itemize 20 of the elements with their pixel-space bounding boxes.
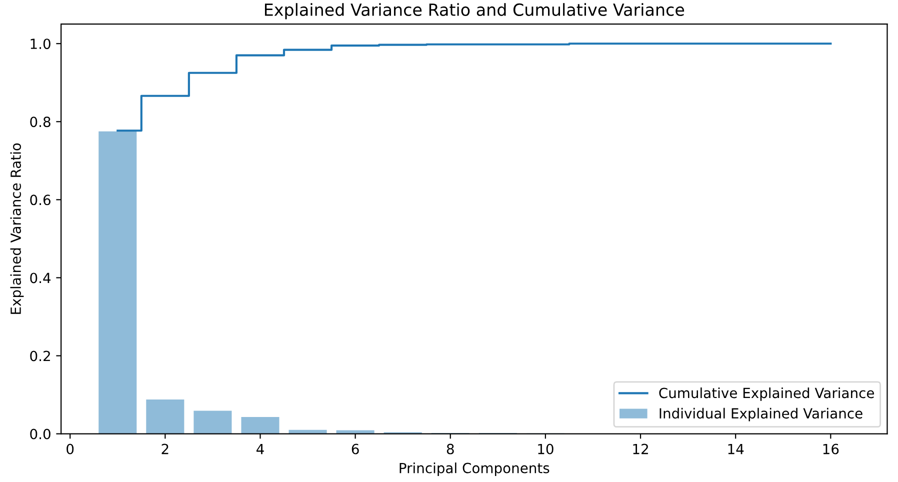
x-tick-label: 2: [162, 444, 168, 454]
legend-label: Cumulative Explained Variance: [659, 387, 874, 401]
y-axis-title: Explained Variance Ratio: [10, 143, 24, 314]
y-tick-label: 0.0: [30, 428, 50, 440]
y-tick-label: 0.8: [30, 116, 50, 128]
x-tick-label: 12: [633, 444, 648, 454]
y-tick-label: 0.2: [30, 350, 50, 362]
x-tick-label: 14: [728, 444, 744, 454]
x-tick-label: 16: [823, 444, 839, 454]
x-tick-label: 10: [538, 444, 554, 454]
chart-title: Explained Variance Ratio and Cumulative Variance: [264, 3, 684, 20]
x-tick-label: 4: [256, 444, 264, 454]
x-tick-label: 6: [352, 444, 359, 454]
y-tick-label: 1.0: [30, 38, 50, 50]
x-axis-title: Principal Components: [400, 462, 550, 476]
legend-label: Individual Explained Variance: [660, 408, 862, 422]
x-tick-label: 0: [66, 444, 74, 454]
y-tick-label: 0.4: [30, 272, 51, 284]
y-tick-label: 0.6: [30, 194, 50, 206]
x-tick-label: 8: [446, 444, 454, 454]
